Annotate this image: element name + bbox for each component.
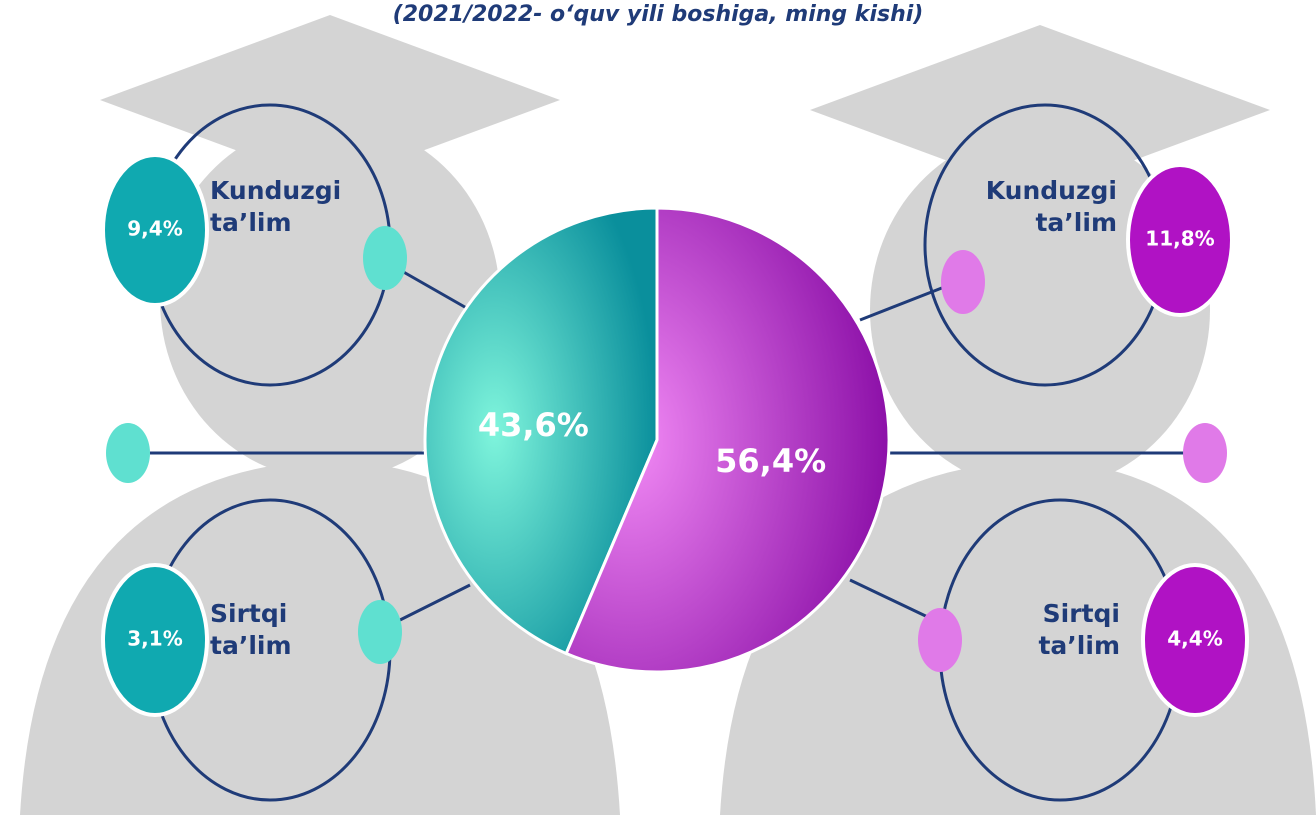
value-label: 3,1% xyxy=(127,627,182,651)
annotation-label: Sirtqi ta’lim xyxy=(985,598,1120,662)
annotation-label: Kunduzgi ta’lim xyxy=(210,175,340,239)
value-label: 9,4% xyxy=(127,217,182,241)
subtitle: (2021/2022- o‘quv yili boshiga, ming kis… xyxy=(0,2,1316,27)
annotation-label: Sirtqi ta’lim xyxy=(210,598,340,662)
chart: 9,4% 3,1% 11,8% 4,4% 43,6% 56,4% xyxy=(0,0,1316,815)
slice-label: 56,4% xyxy=(715,442,826,480)
value-label: 4,4% xyxy=(1167,627,1222,651)
infographic: 9,4% 3,1% 11,8% 4,4% 43,6% 56,4% (2021/2022- … xyxy=(0,0,1316,815)
value-label: 11,8% xyxy=(1145,227,1214,251)
annotation-label: Kunduzgi ta’lim xyxy=(982,175,1117,239)
slice-label: 43,6% xyxy=(478,406,589,444)
